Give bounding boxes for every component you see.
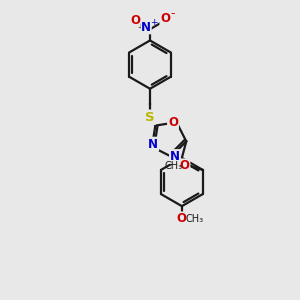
Text: O: O: [180, 159, 190, 172]
Text: CH₃: CH₃: [164, 160, 182, 170]
Text: O: O: [130, 14, 140, 27]
Text: N: N: [170, 150, 180, 163]
Text: O: O: [177, 212, 187, 225]
Text: -: -: [171, 7, 175, 20]
Text: O: O: [160, 12, 170, 25]
Text: N: N: [141, 21, 151, 34]
Text: +: +: [150, 18, 158, 27]
Text: S: S: [145, 111, 155, 124]
Text: N: N: [148, 138, 158, 151]
Text: CH₃: CH₃: [185, 214, 203, 224]
Text: O: O: [168, 116, 178, 129]
